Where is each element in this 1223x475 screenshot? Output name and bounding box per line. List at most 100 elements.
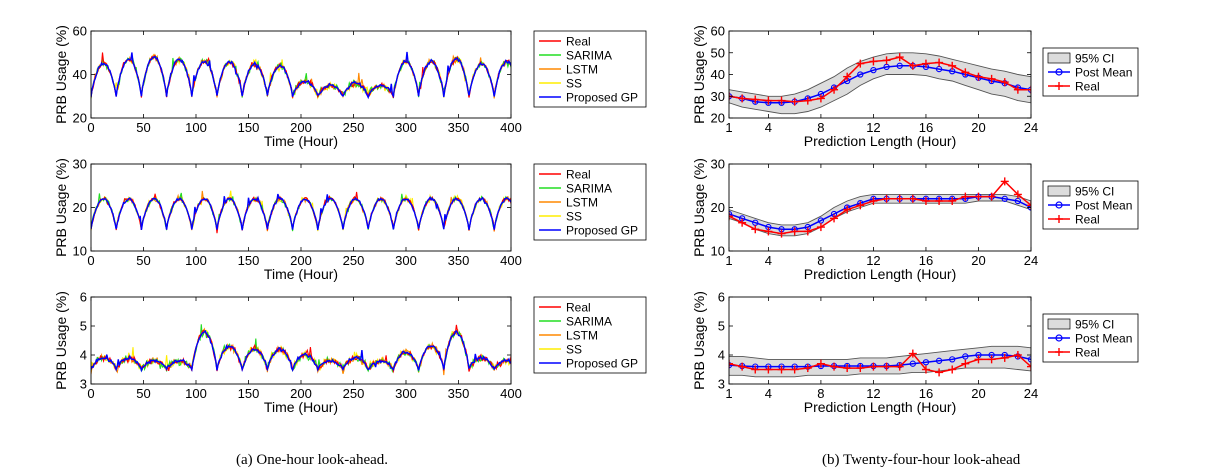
x-tick-label: 1 <box>725 386 732 401</box>
legend-entry: 95% CI <box>1047 185 1114 199</box>
legend-label: Real <box>1075 80 1100 94</box>
data-point <box>1013 351 1022 359</box>
x-tick-label: 20 <box>971 386 985 401</box>
x-tick-label: 8 <box>817 386 824 401</box>
y-tick-label: 40 <box>73 67 87 82</box>
x-tick-label: 200 <box>290 120 312 135</box>
data-point <box>987 192 996 201</box>
legend-entry: Real <box>539 301 591 315</box>
y-tick-label: 20 <box>73 111 87 126</box>
y-axis-label: PRB Usage (%) <box>691 291 707 390</box>
data-point <box>909 360 916 367</box>
data-point <box>1027 356 1031 363</box>
x-tick-label: 50 <box>136 253 150 268</box>
x-tick-label: 300 <box>395 253 417 268</box>
data-point <box>922 359 930 366</box>
plot-frame <box>728 163 1032 252</box>
data-point <box>895 53 904 62</box>
data-point <box>729 359 733 368</box>
x-axis-label: Prediction Length (Hour) <box>804 399 957 415</box>
y-tick-label: 50 <box>711 45 725 60</box>
legend-label: SS <box>566 210 582 224</box>
data-point <box>896 62 903 69</box>
x-tick-label: 12 <box>866 253 880 268</box>
data-point <box>830 214 839 223</box>
data-point <box>738 362 747 371</box>
data-point <box>882 194 891 203</box>
x-tick-label: 350 <box>448 120 470 135</box>
x-tick-label: 300 <box>395 386 417 401</box>
legend-entry: Proposed GP <box>539 357 638 371</box>
caption-left: (a) One-hour look-ahead. <box>236 452 389 468</box>
series-real <box>729 349 1031 377</box>
data-point <box>921 196 930 205</box>
data-point <box>738 218 747 227</box>
x-tick-label: 150 <box>238 386 260 401</box>
data-point <box>1000 177 1009 186</box>
legend-label: Proposed GP <box>566 91 638 105</box>
data-point <box>751 365 760 374</box>
chart-b3: 1 4 8 12 16 20 24 3 4 5 6 Prediction Length (Hour) P… <box>691 290 1139 415</box>
plot-frame <box>728 296 1032 385</box>
x-axis-label: Prediction Length (Hour) <box>804 266 957 282</box>
y-tick-label: 4 <box>718 348 725 363</box>
legend-entry: Real <box>539 35 591 49</box>
legend-label: Post Mean <box>1075 199 1132 213</box>
legend-entry: Real <box>1048 346 1100 360</box>
data-point <box>948 365 957 374</box>
y-axis-label: PRB Usage (%) <box>53 291 69 390</box>
data-point <box>764 96 773 105</box>
data-point <box>935 357 943 364</box>
plot-area <box>91 190 511 234</box>
chart-a1: 0 50 100 150 200 250 300 350 400 20 40 60 Time (Hour… <box>53 24 647 149</box>
x-tick-label: 4 <box>765 386 772 401</box>
x-tick-label: 12 <box>866 120 880 135</box>
legend-label: SARIMA <box>566 49 612 63</box>
data-point <box>1000 353 1009 362</box>
data-point <box>777 365 786 374</box>
data-point <box>764 227 773 236</box>
plot-area <box>729 177 1031 238</box>
data-point <box>1027 201 1031 210</box>
x-tick-label: 24 <box>1024 386 1038 401</box>
plot-frame <box>90 163 512 252</box>
x-tick-label: 12 <box>866 386 880 401</box>
x-tick-label: 150 <box>238 120 260 135</box>
y-axis-label: PRB Usage (%) <box>53 158 69 257</box>
legend-entry: 95% CI <box>1047 318 1114 332</box>
data-point <box>935 58 944 67</box>
legend-entry: SS <box>539 343 582 357</box>
legend-entry: Real <box>1048 80 1100 94</box>
data-point <box>751 225 760 234</box>
legend-label: 95% CI <box>1075 185 1114 199</box>
data-point <box>974 355 983 364</box>
legend-label: LSTM <box>566 63 598 77</box>
data-point <box>777 96 786 105</box>
legend-label: 95% CI <box>1075 318 1114 332</box>
x-tick-label: 0 <box>87 386 94 401</box>
data-point <box>856 364 865 373</box>
legend-marker <box>1055 68 1063 76</box>
series-proposed-gp <box>91 193 511 231</box>
legend-entry: SS <box>539 210 582 224</box>
legend-entry: SARIMA <box>539 49 612 63</box>
data-point <box>961 68 970 77</box>
y-tick-label: 30 <box>73 157 87 172</box>
chart-a2: 0 50 100 150 200 250 300 350 400 10 20 30 Time (Hour… <box>53 157 647 282</box>
data-point <box>751 95 760 104</box>
data-point <box>843 364 852 373</box>
y-tick-label: 30 <box>711 157 725 172</box>
data-point <box>856 201 865 210</box>
legend-entry: Proposed GP <box>539 224 638 238</box>
x-tick-label: 4 <box>765 120 772 135</box>
chart-a3: 0 50 100 150 200 250 300 350 400 3 4 5 6 Time (Hour) P… <box>53 290 647 415</box>
legend-label: Post Mean <box>1075 66 1132 80</box>
data-point <box>857 71 864 78</box>
x-tick-label: 400 <box>500 120 522 135</box>
x-tick-label: 200 <box>290 386 312 401</box>
x-tick-label: 0 <box>87 120 94 135</box>
series-proposed-gp <box>91 51 511 100</box>
plot-area <box>91 51 511 100</box>
x-axis-label: Time (Hour) <box>264 266 338 282</box>
data-point <box>948 61 957 70</box>
